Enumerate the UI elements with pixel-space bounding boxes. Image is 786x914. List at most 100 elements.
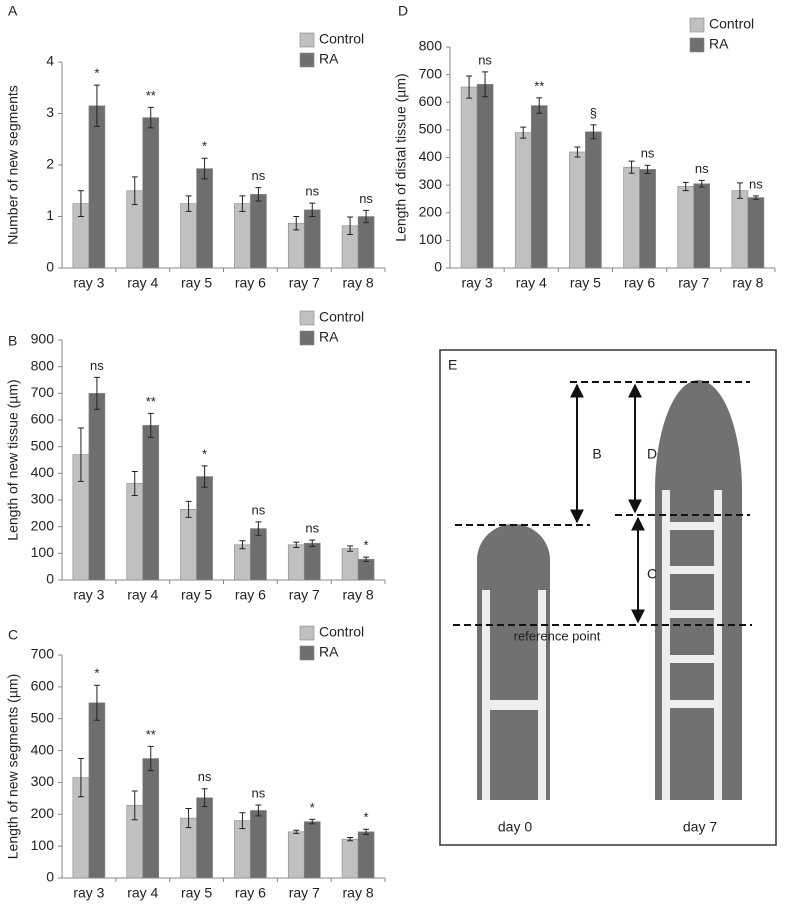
error-bar	[363, 828, 370, 835]
x-tick-label: ray 3	[73, 587, 104, 603]
day-label: day 0	[498, 819, 532, 835]
x-tick-label: ray 5	[181, 587, 212, 603]
error-bar	[185, 195, 192, 212]
x-tick-label: ray 6	[235, 275, 266, 291]
y-tick-label: 600	[31, 678, 55, 694]
bar	[234, 544, 251, 581]
x-tick-label: ray 4	[127, 885, 158, 901]
significance: ns	[478, 52, 492, 67]
legend-label: Control	[319, 624, 364, 640]
y-axis-label: Number of new segments	[5, 85, 21, 245]
error-bar	[201, 465, 208, 488]
significance: ns	[695, 161, 709, 176]
panel-label: A	[8, 3, 18, 19]
significance: ns	[305, 184, 319, 199]
significance: *	[202, 139, 207, 154]
panel-label: C	[8, 627, 18, 643]
panel-label: B	[8, 333, 17, 349]
significance: *	[94, 66, 99, 81]
error-bar	[131, 790, 138, 821]
bar	[234, 203, 251, 269]
error-bar	[698, 179, 705, 188]
bar	[180, 203, 197, 269]
error-bar	[93, 684, 100, 721]
bar	[250, 194, 267, 269]
x-tick-label: ray 5	[570, 275, 601, 291]
error-bar	[520, 126, 527, 139]
bar	[693, 183, 711, 269]
x-tick-label: ray 3	[462, 275, 493, 291]
bar	[357, 558, 375, 581]
x-tick-label: ray 6	[235, 885, 266, 901]
error-bar	[147, 745, 154, 772]
bar	[747, 197, 765, 269]
error-bar	[147, 106, 154, 129]
bar	[142, 425, 160, 581]
y-tick-label: 1	[46, 207, 54, 223]
ray-day7-segments	[662, 490, 722, 800]
bar	[196, 797, 213, 879]
y-tick-label: 200	[419, 203, 443, 219]
x-tick-label: ray 7	[678, 275, 709, 291]
bar	[88, 105, 106, 269]
bar	[530, 105, 548, 269]
error-bar	[239, 540, 246, 550]
y-tick-label: 0	[46, 571, 54, 587]
bar	[303, 821, 321, 879]
bar	[196, 476, 213, 581]
error-bar	[466, 75, 473, 99]
y-tick-label: 300	[419, 176, 443, 192]
y-tick-label: 100	[31, 837, 55, 853]
legend-swatch	[299, 330, 315, 346]
y-tick-label: 300	[31, 491, 55, 507]
legend-label: RA	[319, 644, 339, 660]
significance: ns	[305, 520, 319, 535]
legend-label: RA	[709, 36, 729, 52]
significance: *	[202, 446, 207, 461]
error-bar	[93, 376, 100, 410]
legend-swatch	[299, 310, 315, 326]
bar	[126, 483, 144, 581]
bar	[623, 166, 640, 269]
y-axis-label: Length of new segments (µm)	[5, 674, 21, 860]
y-tick-label: 200	[31, 805, 55, 821]
error-bar	[363, 209, 370, 224]
significance: ns	[749, 176, 763, 191]
legend-swatch	[689, 17, 705, 33]
y-tick-label: 500	[419, 121, 443, 137]
bar	[569, 151, 586, 269]
significance: *	[310, 800, 315, 815]
significance: ns	[252, 502, 266, 517]
day-label: day 7	[683, 819, 717, 835]
x-tick-label: ray 8	[732, 275, 763, 291]
error-bar	[293, 541, 300, 548]
error-bar	[347, 837, 354, 842]
y-tick-label: 600	[31, 411, 55, 427]
significance: ns	[252, 168, 266, 183]
error-bar	[347, 545, 354, 552]
y-tick-label: 600	[419, 93, 443, 109]
significance: ns	[90, 358, 104, 373]
bar	[731, 190, 749, 269]
bar	[585, 131, 602, 269]
error-bar	[131, 176, 138, 206]
significance: ns	[359, 191, 373, 206]
bar	[476, 83, 494, 269]
y-tick-label: 400	[419, 148, 443, 164]
error-bar	[185, 808, 192, 829]
error-bar	[536, 97, 543, 114]
y-tick-label: 4	[46, 53, 54, 69]
reference-lines	[453, 381, 752, 626]
bar	[88, 702, 106, 879]
error-bar	[147, 412, 154, 438]
error-bar	[201, 788, 208, 808]
bar	[88, 393, 106, 581]
y-tick-label: 500	[31, 437, 55, 453]
y-tick-label: 0	[46, 869, 54, 885]
bar	[196, 168, 213, 269]
error-bar	[682, 181, 689, 192]
y-tick-label: 200	[31, 517, 55, 533]
legend-swatch	[299, 645, 315, 661]
y-tick-label: 0	[46, 259, 54, 275]
